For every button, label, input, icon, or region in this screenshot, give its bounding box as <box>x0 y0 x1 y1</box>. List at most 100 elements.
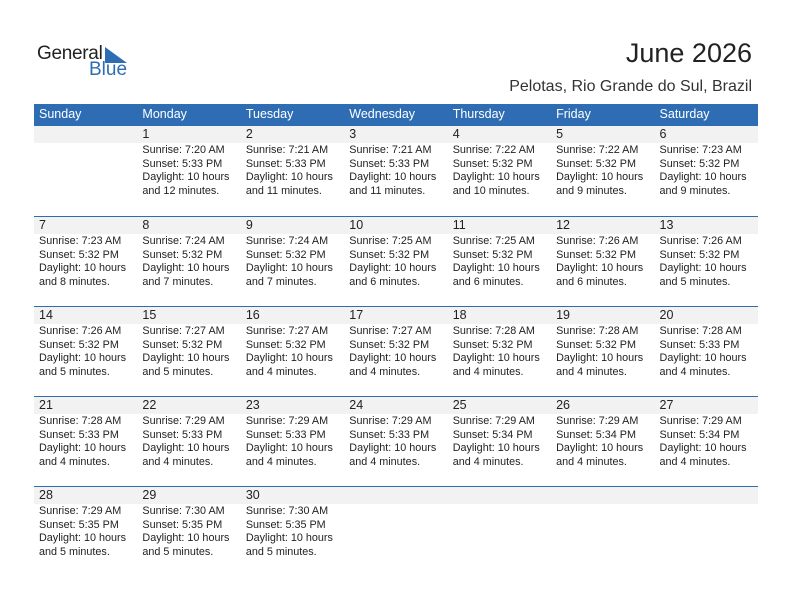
weekday-sunday: Sunday <box>39 107 82 121</box>
day-info: Sunrise: 7:27 AM Sunset: 5:32 PM Daylight:… <box>137 324 240 379</box>
weekday-saturday: Saturday <box>659 107 710 121</box>
sunrise-text: Sunrise: 7:27 AM <box>142 325 225 337</box>
day-info: Sunrise: 7:28 AM Sunset: 5:32 PM Daylight:… <box>551 324 654 379</box>
day-number: 9 <box>245 218 253 232</box>
day-info: Sunrise: 7:27 AM Sunset: 5:32 PM Daylight:… <box>344 324 447 379</box>
day-info: Sunrise: 7:29 AM Sunset: 5:33 PM Daylight:… <box>344 414 447 469</box>
weekday-tuesday: Tuesday <box>245 107 294 121</box>
sunset-text: Sunset: 5:33 PM <box>659 338 740 351</box>
empty-day-cell <box>551 487 654 576</box>
logo-triangle-icon <box>105 47 127 63</box>
sunrise-text: Sunrise: 7:29 AM <box>556 415 639 427</box>
daylight-text: and 11 minutes. <box>245 184 322 197</box>
sunrise-text: Sunrise: 7:30 AM <box>142 505 225 517</box>
sunset-text: Sunset: 5:32 PM <box>556 338 636 351</box>
day-number: 28 <box>39 488 53 502</box>
daylight-text: Daylight: 10 hours <box>142 262 230 274</box>
sunset-text: Sunset: 5:32 PM <box>142 338 223 351</box>
daylight-text: Daylight: 10 hours <box>39 532 127 544</box>
logo-text-blue: Blue <box>89 59 128 80</box>
daylight-text: and 6 minutes. <box>349 275 421 288</box>
sunrise-text: Sunrise: 7:26 AM <box>659 235 742 247</box>
day-number: 16 <box>245 308 260 322</box>
day-cell: 5 Sunrise: 7:22 AM Sunset: 5:32 PM Daylight… <box>551 126 654 216</box>
sunrise-text: Sunrise: 7:29 AM <box>659 415 742 427</box>
calendar-week: 21 Sunrise: 7:28 AM Sunset: 5:33 PM Dayligh… <box>34 396 758 486</box>
daylight-text: and 12 minutes. <box>142 184 220 197</box>
day-info: Sunrise: 7:22 AM Sunset: 5:32 PM Daylight:… <box>448 143 551 198</box>
sunrise-text: Sunrise: 7:28 AM <box>556 325 639 337</box>
daylight-text: and 4 minutes. <box>659 365 731 378</box>
sunset-text: Sunset: 5:33 PM <box>245 157 326 170</box>
sunset-text: Sunset: 5:35 PM <box>142 518 223 531</box>
day-number: 4 <box>452 127 460 141</box>
day-number: 29 <box>142 488 157 502</box>
sunset-text: Sunset: 5:35 PM <box>39 518 119 531</box>
daylight-text: and 7 minutes. <box>142 275 214 288</box>
sunrise-text: Sunrise: 7:21 AM <box>245 144 329 156</box>
day-number: 17 <box>349 308 364 322</box>
daylight-text: and 4 minutes. <box>556 365 627 378</box>
day-number: 2 <box>245 127 253 141</box>
day-number: 15 <box>142 308 157 322</box>
day-info: Sunrise: 7:20 AM Sunset: 5:33 PM Daylight:… <box>137 143 240 198</box>
sunrise-text: Sunrise: 7:29 AM <box>452 415 535 427</box>
daylight-text: and 9 minutes. <box>659 184 731 197</box>
day-cell: 10 Sunrise: 7:25 AM Sunset: 5:32 PM Dayligh… <box>344 217 447 306</box>
day-cell: 25 Sunrise: 7:29 AM Sunset: 5:34 PM Dayligh… <box>448 397 551 486</box>
day-info: Sunrise: 7:29 AM Sunset: 5:35 PM Daylight:… <box>34 504 137 559</box>
day-cell: 17 Sunrise: 7:27 AM Sunset: 5:32 PM Dayligh… <box>344 307 447 396</box>
sunrise-text: Sunrise: 7:28 AM <box>659 325 742 337</box>
daylight-text: Daylight: 10 hours <box>142 442 230 454</box>
daylight-text: Daylight: 10 hours <box>556 171 644 183</box>
daylight-text: Daylight: 10 hours <box>452 442 540 454</box>
day-number-band <box>34 307 758 324</box>
day-cell: 30 Sunrise: 7:30 AM Sunset: 5:35 PM Dayligh… <box>241 487 344 576</box>
sunrise-text: Sunrise: 7:30 AM <box>245 505 329 517</box>
sunrise-text: Sunrise: 7:27 AM <box>245 325 329 337</box>
sunset-text: Sunset: 5:32 PM <box>556 157 636 170</box>
daylight-text: and 4 minutes. <box>556 455 627 468</box>
daylight-text: Daylight: 10 hours <box>39 442 127 454</box>
day-info: Sunrise: 7:30 AM Sunset: 5:35 PM Daylight:… <box>137 504 240 559</box>
sunset-text: Sunset: 5:32 PM <box>39 248 119 261</box>
sunrise-text: Sunrise: 7:21 AM <box>349 144 432 156</box>
sunset-text: Sunset: 5:32 PM <box>659 248 740 261</box>
logo-text-general: General <box>37 43 103 64</box>
sunrise-text: Sunrise: 7:28 AM <box>39 415 122 427</box>
day-cell: 20 Sunrise: 7:28 AM Sunset: 5:33 PM Dayligh… <box>655 307 758 396</box>
general-blue-logo: General Blue <box>37 43 132 83</box>
daylight-text: and 5 minutes. <box>39 545 110 558</box>
day-info: Sunrise: 7:23 AM Sunset: 5:32 PM Daylight:… <box>655 143 758 198</box>
sunset-text: Sunset: 5:33 PM <box>142 157 223 170</box>
day-info: Sunrise: 7:21 AM Sunset: 5:33 PM Daylight:… <box>344 143 447 198</box>
daylight-text: Daylight: 10 hours <box>556 352 644 364</box>
daylight-text: and 6 minutes. <box>452 275 524 288</box>
day-info: Sunrise: 7:26 AM Sunset: 5:32 PM Daylight:… <box>655 234 758 289</box>
day-cell: 11 Sunrise: 7:25 AM Sunset: 5:32 PM Dayligh… <box>448 217 551 306</box>
day-number: 10 <box>349 218 364 232</box>
sunset-text: Sunset: 5:32 PM <box>349 338 430 351</box>
day-cell: 18 Sunrise: 7:28 AM Sunset: 5:32 PM Dayligh… <box>448 307 551 396</box>
daylight-text: and 9 minutes. <box>556 184 627 197</box>
day-cell: 21 Sunrise: 7:28 AM Sunset: 5:33 PM Dayligh… <box>34 397 137 486</box>
sunset-text: Sunset: 5:33 PM <box>349 157 430 170</box>
calendar-week: 1 Sunrise: 7:20 AM Sunset: 5:33 PM Daylight… <box>34 126 758 216</box>
weekday-monday: Monday <box>142 107 187 121</box>
daylight-text: Daylight: 10 hours <box>349 442 437 454</box>
sunrise-text: Sunrise: 7:23 AM <box>659 144 742 156</box>
sunset-text: Sunset: 5:35 PM <box>245 518 326 531</box>
calendar-week: 14 Sunrise: 7:26 AM Sunset: 5:32 PM Dayligh… <box>34 306 758 396</box>
day-info: Sunrise: 7:26 AM Sunset: 5:32 PM Daylight:… <box>34 324 137 379</box>
day-info: Sunrise: 7:29 AM Sunset: 5:34 PM Daylight:… <box>655 414 758 469</box>
day-info: Sunrise: 7:29 AM Sunset: 5:33 PM Daylight:… <box>241 414 344 469</box>
day-cell: 9 Sunrise: 7:24 AM Sunset: 5:32 PM Daylight… <box>241 217 344 306</box>
day-number: 20 <box>659 308 674 322</box>
daylight-text: Daylight: 10 hours <box>245 442 333 454</box>
day-cell: 22 Sunrise: 7:29 AM Sunset: 5:33 PM Dayligh… <box>137 397 240 486</box>
day-cell: 24 Sunrise: 7:29 AM Sunset: 5:33 PM Dayligh… <box>344 397 447 486</box>
day-info: Sunrise: 7:23 AM Sunset: 5:32 PM Daylight:… <box>34 234 137 289</box>
sunrise-text: Sunrise: 7:20 AM <box>142 144 225 156</box>
daylight-text: and 5 minutes. <box>142 365 214 378</box>
day-info: Sunrise: 7:25 AM Sunset: 5:32 PM Daylight:… <box>448 234 551 289</box>
